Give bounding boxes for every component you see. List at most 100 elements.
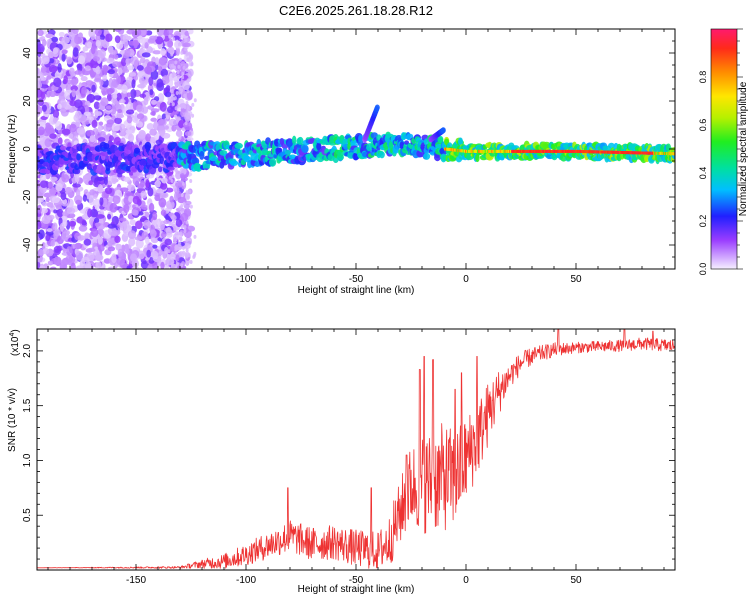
heatmap-ridge-cell	[199, 150, 205, 160]
heatmap-speckle	[111, 123, 121, 132]
snr-x-tick-label: 0	[463, 575, 469, 586]
heatmap-speckle	[155, 188, 165, 194]
heatmap-speckle	[148, 202, 155, 212]
heatmap-speckle	[46, 228, 53, 233]
colorbar: 0.0 0.2 0.4 0.6 0.8 Normalized spectral ampl…	[698, 28, 749, 275]
heatmap-speckle	[107, 223, 116, 229]
heatmap-ridge-core	[495, 149, 498, 153]
heatmap-speckle	[119, 123, 126, 133]
heatmap-ridge-core	[534, 149, 537, 153]
heatmap-speckle	[51, 196, 60, 204]
heatmap-speckle	[37, 105, 43, 115]
heatmap-speckle	[38, 229, 45, 240]
heatmap-speckle	[170, 214, 177, 221]
heatmap-speckle	[180, 193, 184, 198]
heatmap-speckle	[106, 119, 115, 125]
heatmap-ridge-core	[566, 149, 569, 153]
heatmap-ridge-core	[655, 151, 658, 155]
heatmap-speckle	[37, 260, 41, 269]
heatmap-speckle	[37, 29, 44, 37]
spectrogram-y-label: Frequency (Hz)	[7, 115, 18, 184]
heatmap-ridge-core	[474, 149, 477, 153]
heatmap-ridge-cell	[608, 142, 615, 149]
heatmap-speckle	[126, 184, 136, 192]
heatmap-speckle	[37, 80, 43, 89]
heatmap-speckle	[95, 214, 105, 219]
snr-x-axis: -150 -100 -50 0 50	[47, 329, 665, 586]
heatmap-speckle	[117, 67, 123, 75]
snr-x-tick-label: -50	[349, 575, 364, 586]
heatmap-speckle	[160, 48, 166, 56]
heatmap-speckle	[38, 126, 45, 136]
heatmap-speckle	[178, 90, 182, 95]
heatmap-ridge-core	[499, 149, 501, 153]
heatmap-speckle	[175, 173, 179, 178]
heatmap-speckle	[181, 75, 185, 80]
heatmap-speckle	[137, 132, 146, 139]
heatmap-ridge-core	[544, 149, 547, 153]
heatmap-speckle	[126, 115, 133, 124]
heatmap-speckle	[103, 176, 108, 186]
spectrogram-panel: -150 -100 -50 0 50 -40 -20 0 20 40 Height of str…	[7, 28, 676, 296]
heatmap-speckle	[177, 42, 181, 47]
heatmap-ridge-core	[607, 150, 610, 154]
heatmap-speckle	[186, 78, 190, 83]
heatmap-speckle	[184, 47, 188, 52]
heatmap-speckle	[125, 109, 135, 115]
heatmap-speckle	[97, 125, 102, 133]
heatmap-speckle	[111, 174, 117, 185]
heatmap-ridge-cell	[167, 166, 175, 171]
heatmap-speckle	[123, 176, 131, 183]
heatmap-speckle	[150, 136, 156, 143]
heatmap-speckle	[184, 252, 188, 257]
heatmap-ridge-core	[532, 149, 534, 153]
heatmap-ridge-core	[602, 150, 605, 154]
spectrogram-x-tick-label: 0	[463, 274, 469, 285]
heatmap-ridge-core	[489, 149, 492, 153]
heatmap-ridge-core	[669, 152, 672, 156]
heatmap-ridge-core	[502, 149, 505, 153]
heatmap-speckle	[172, 185, 176, 190]
heatmap-speckle	[173, 76, 179, 83]
heatmap-speckle	[133, 75, 139, 81]
heatmap-speckle	[71, 243, 77, 250]
heatmap-speckle	[157, 118, 167, 127]
heatmap-speckle	[145, 133, 152, 143]
heatmap-speckle	[160, 182, 168, 190]
heatmap-speckle	[101, 90, 107, 96]
heatmap-speckle	[123, 39, 129, 49]
heatmap-ridge-core	[541, 149, 544, 153]
heatmap-speckle	[160, 261, 165, 269]
heatmap-speckle	[139, 77, 146, 85]
heatmap-speckle	[167, 97, 171, 102]
heatmap-speckle	[175, 39, 180, 49]
spectrogram-x-tick-label: 50	[570, 274, 582, 285]
heatmap-speckle	[179, 252, 183, 257]
heatmap-speckle	[76, 127, 86, 135]
heatmap-ridge-cell	[379, 151, 385, 159]
heatmap-speckle	[175, 130, 183, 138]
heatmap-speckle	[114, 35, 121, 44]
heatmap-speckle	[181, 71, 185, 76]
heatmap-speckle	[144, 66, 153, 74]
heatmap-speckle	[55, 182, 63, 192]
heatmap-speckle	[137, 35, 144, 44]
heatmap-speckle	[193, 251, 197, 256]
heatmap-speckle	[179, 231, 183, 236]
heatmap-speckle	[168, 175, 172, 180]
heatmap-ridge-core	[585, 150, 588, 154]
heatmap-ridge-core	[657, 151, 660, 155]
heatmap-speckle	[80, 76, 88, 82]
heatmap-speckle	[86, 93, 96, 103]
heatmap-speckle	[88, 180, 94, 186]
heatmap-speckle	[174, 247, 178, 252]
heatmap-speckle	[39, 249, 44, 256]
heatmap-speckle	[171, 174, 175, 179]
heatmap-speckle	[170, 178, 174, 183]
heatmap-ridge-core	[472, 149, 475, 153]
heatmap-ridge-core	[457, 148, 460, 152]
heatmap-speckle	[66, 207, 76, 215]
heatmap-ridge-core	[555, 149, 558, 153]
heatmap-speckle	[176, 74, 180, 79]
heatmap-ridge-core	[634, 151, 637, 155]
